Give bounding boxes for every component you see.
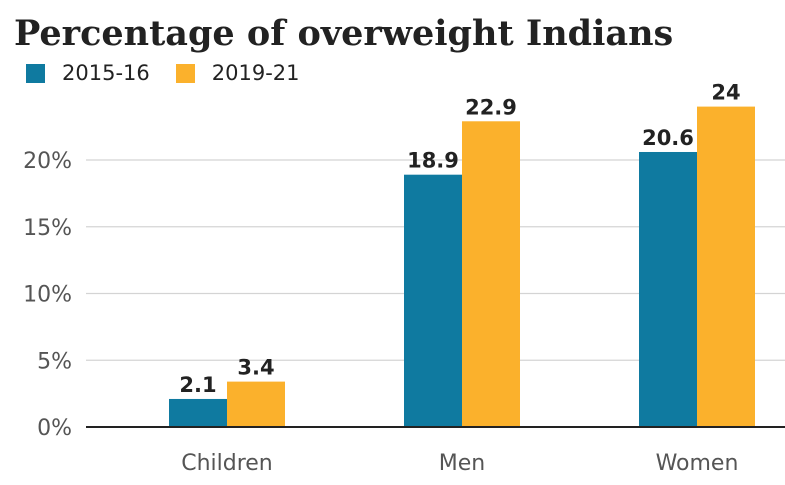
y-tick-label: 10%: [23, 283, 72, 308]
legend-item-2019-21: 2019-21: [175, 61, 300, 85]
x-tick-label: Men: [439, 451, 485, 476]
y-tick-label: 5%: [37, 349, 72, 374]
bar: [639, 151, 697, 428]
y-tick-label: 15%: [23, 216, 72, 241]
data-label: 2.1: [179, 373, 216, 397]
data-label: 3.4: [237, 356, 274, 380]
legend-item-2015-16: 2015-16: [26, 61, 150, 85]
chart-title: Percentage of overweight Indians: [14, 13, 674, 54]
bar: [462, 121, 520, 427]
bar: [227, 381, 285, 427]
bar: [697, 106, 755, 427]
data-label: 22.9: [465, 95, 517, 119]
bar: [404, 174, 462, 427]
legend-label-2015-16: 2015-16: [62, 61, 150, 85]
legend: 2015-16 2019-21: [26, 60, 326, 86]
y-tick-label: 0%: [37, 416, 72, 441]
bar: [169, 398, 227, 427]
x-tick-label: Children: [181, 451, 273, 476]
legend-swatch-2015-16: [26, 63, 45, 83]
legend-label-2019-21: 2019-21: [211, 61, 300, 85]
data-label: 18.9: [407, 149, 459, 173]
y-tick-label: 20%: [23, 149, 72, 174]
data-label: 24: [711, 81, 740, 105]
data-label: 20.6: [642, 126, 694, 150]
x-tick-label: Women: [656, 451, 739, 476]
legend-swatch-2019-21: [175, 63, 195, 83]
